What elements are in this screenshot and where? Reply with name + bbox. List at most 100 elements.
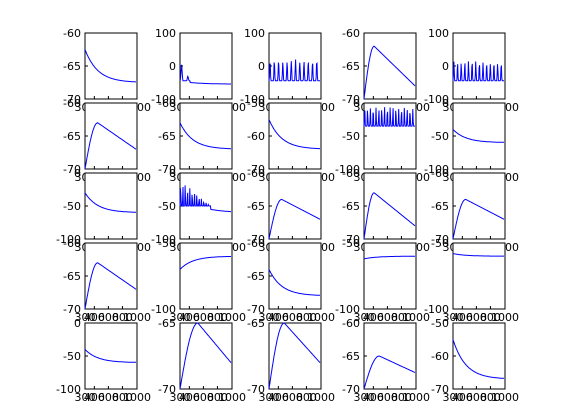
x-tick-label: 300 <box>170 391 191 404</box>
x-tick-label: 300 <box>443 391 464 404</box>
y-tick-label: -70 <box>158 383 176 396</box>
y-tick-label: -70 <box>247 163 265 176</box>
y-tick-label: -65 <box>63 60 81 73</box>
x-tick-label: 1000 <box>307 391 335 404</box>
x-tick-label: 800 <box>296 311 317 324</box>
y-tick-label: 0 <box>74 167 81 180</box>
axes-frame <box>268 102 322 170</box>
x-tick-label: 1000 <box>402 311 430 324</box>
series-line <box>268 59 320 82</box>
series-line <box>268 269 320 296</box>
x-tick-label: 600 <box>466 391 487 404</box>
y-tick-label: -100 <box>151 303 176 316</box>
series-line <box>268 119 321 150</box>
x-tick-label: 800 <box>207 311 228 324</box>
y-tick-label: -60 <box>63 27 81 40</box>
series-line <box>453 253 505 257</box>
series-line <box>179 185 231 213</box>
y-tick-label: 0 <box>169 167 176 180</box>
y-tick-label: -65 <box>158 317 176 330</box>
y-tick-label: -60 <box>342 27 360 40</box>
x-tick-label: 600 <box>98 311 119 324</box>
subplot-grid: -60-65-7030040060080010001000-1003004006… <box>56 27 519 404</box>
y-tick-label: -60 <box>342 167 360 180</box>
x-tick-label: 600 <box>466 311 487 324</box>
y-tick-label: -65 <box>247 270 265 283</box>
y-tick-label: -60 <box>247 237 265 250</box>
y-tick-label: -100 <box>151 93 176 106</box>
x-tick-label: 800 <box>207 391 228 404</box>
y-tick-label: -100 <box>240 93 265 106</box>
y-tick-label: -60 <box>431 350 449 363</box>
y-tick-label: 0 <box>169 60 176 73</box>
y-tick-label: 100 <box>244 27 265 40</box>
x-tick-label: 800 <box>112 391 133 404</box>
x-tick-label: 400 <box>363 391 384 404</box>
x-tick-label: 300 <box>354 311 375 324</box>
x-tick-label: 400 <box>179 311 200 324</box>
x-tick-label: 800 <box>391 391 412 404</box>
x-tick-label: 300 <box>75 311 96 324</box>
y-tick-label: -100 <box>335 163 360 176</box>
x-tick-label: 300 <box>443 311 464 324</box>
axes-frame <box>452 242 506 310</box>
axes-frame <box>84 172 138 240</box>
y-tick-label: -100 <box>424 303 449 316</box>
axes-frame <box>179 242 233 310</box>
x-tick-label: 400 <box>84 311 105 324</box>
x-tick-label: 1000 <box>123 391 151 404</box>
series-line <box>179 64 231 85</box>
y-tick-label: -50 <box>342 130 360 143</box>
y-tick-label: -100 <box>56 383 81 396</box>
axes-frame <box>363 242 417 310</box>
series-line <box>179 255 232 270</box>
axes-frame <box>84 32 138 100</box>
y-tick-label: -60 <box>158 97 176 110</box>
y-tick-label: -50 <box>342 237 360 250</box>
y-tick-label: -50 <box>431 130 449 143</box>
x-tick-label: 1000 <box>218 311 246 324</box>
series-line <box>452 61 504 82</box>
x-tick-label: 600 <box>98 391 119 404</box>
series-line <box>84 122 137 170</box>
y-tick-label: -70 <box>247 303 265 316</box>
x-tick-label: 300 <box>259 391 280 404</box>
series-line <box>364 255 416 260</box>
y-tick-label: -70 <box>431 383 449 396</box>
y-tick-label: -70 <box>63 93 81 106</box>
x-tick-label: 600 <box>282 311 303 324</box>
x-tick-label: 300 <box>354 391 375 404</box>
x-tick-label: 400 <box>452 391 473 404</box>
x-tick-label: 1000 <box>307 311 335 324</box>
x-tick-label: 600 <box>377 391 398 404</box>
y-tick-label: -70 <box>342 233 360 246</box>
y-tick-label: -70 <box>342 383 360 396</box>
series-line <box>268 198 321 240</box>
y-tick-label: -100 <box>56 233 81 246</box>
y-tick-label: -100 <box>151 233 176 246</box>
y-tick-label: 100 <box>428 27 449 40</box>
series-line <box>452 339 505 379</box>
y-tick-label: -50 <box>431 317 449 330</box>
axes-frame <box>84 102 138 170</box>
y-tick-label: 0 <box>442 60 449 73</box>
y-tick-label: -100 <box>424 163 449 176</box>
series-line <box>363 107 415 127</box>
axes-frame <box>363 322 417 390</box>
series-line <box>452 129 505 143</box>
series-line <box>363 355 416 390</box>
x-tick-label: 1000 <box>123 311 151 324</box>
x-tick-label: 400 <box>268 311 289 324</box>
y-tick-label: 0 <box>353 97 360 110</box>
x-tick-label: 600 <box>193 391 214 404</box>
x-tick-label: 800 <box>112 311 133 324</box>
